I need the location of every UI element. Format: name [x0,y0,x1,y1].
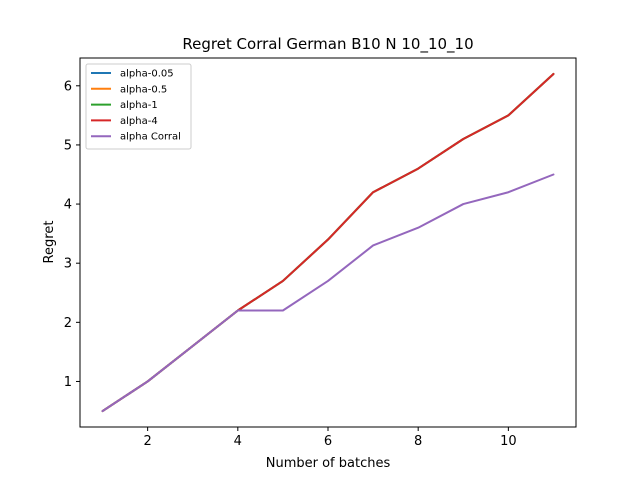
x-tick-label: 10 [500,434,517,449]
legend-label: alpha-0.5 [120,84,167,95]
y-tick-label: 2 [64,316,72,331]
x-tick-label: 8 [414,434,422,449]
legend-label: alpha Corral [120,132,181,143]
y-tick-label: 5 [64,138,72,153]
y-axis-ticks: 1 2 3 4 5 6 [64,79,80,390]
chart-title: Regret Corral German B10 N 10_10_10 [182,35,473,54]
legend-label: alpha-4 [120,116,158,127]
y-tick-label: 4 [64,198,72,213]
legend-label: alpha-1 [120,100,158,111]
legend: alpha-0.05 alpha-0.5 alpha-1 alpha-4 alpha C… [85,63,192,150]
axes-frame [79,57,577,428]
x-tick-label: 6 [324,434,332,449]
x-axis-ticks: 2 4 6 8 10 [143,427,517,449]
x-axis-label: Number of batches [266,456,391,471]
legend-label: alpha-0.05 [120,69,174,80]
y-tick-label: 6 [64,79,72,94]
series-line-alpha-corral [101,173,555,413]
y-tick-label: 3 [64,257,72,272]
legend-box [85,63,192,150]
y-axis-label: Regret [42,221,57,264]
y-tick-label: 1 [64,375,72,390]
x-tick-label: 2 [143,434,151,449]
series-lines [101,72,555,413]
x-tick-label: 4 [234,434,242,449]
